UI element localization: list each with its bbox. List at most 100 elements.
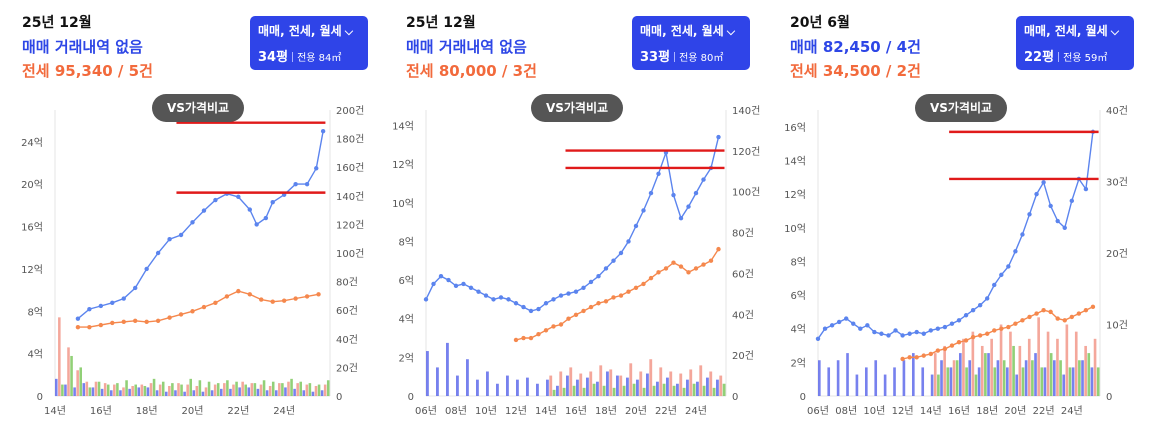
vs-compare-button[interactable]: VS가격비교 [531,94,623,122]
volume-bar [659,367,663,396]
sale-price-point [872,329,877,335]
sale-price-point [596,273,601,279]
y-tick-label: 12억 [784,189,806,201]
vs-compare-button[interactable]: VS가격비교 [915,94,1007,122]
sale-price-point [900,333,905,338]
lease-price-point [928,351,933,357]
lease-summary: 전세 80,000 / 3건 [406,62,537,80]
volume-bar [682,387,686,396]
deal-type-label: 매매, 전세, 월세 [1024,24,1108,38]
volume-bar [602,385,606,396]
volume-bar [582,387,586,396]
volume-bar [1018,345,1022,396]
lease-price-point [977,333,983,338]
vs-compare-button[interactable]: VS가격비교 [152,94,244,122]
volume-bar [556,385,559,396]
volume-bar [865,367,868,396]
sale-price-point [970,308,976,313]
sale-price-point [178,232,184,238]
sale-price-point [513,301,519,306]
volume-bar [296,383,299,396]
volume-bar [596,381,599,396]
sale-price-point [865,323,870,328]
lease-price-point [648,275,654,281]
sale-price-point [521,304,526,310]
volume-bar [158,384,162,396]
lease-price-point [618,293,624,298]
sale-price-point [476,289,481,294]
volume-bar [216,383,220,396]
lease-price-point [716,246,721,252]
deal-type-label: 매매, 전세, 월세 [258,24,342,38]
deal-type-filter-button[interactable]: 매매, 전세, 월세 ⌵ 33평 전용 80㎡ [632,16,750,70]
lease-price-point [693,266,699,271]
volume-bar [1093,338,1097,396]
volume-bar [937,374,940,396]
volume-bar [999,324,1003,396]
sale-price-point [236,194,241,200]
volume-bar [137,387,141,396]
y-tick-label: 14억 [784,155,806,167]
lease-price-point [1027,314,1032,320]
volume-bar [1068,367,1072,396]
volume-bar [486,371,489,396]
area-label: 전용 84㎡ [297,53,342,64]
x-tick-label: 08년 [445,405,467,417]
volume-bar [281,383,284,396]
volume-bar [1071,367,1075,396]
lease-price-point [900,356,905,362]
volume-bar [238,387,241,396]
volume-bar [516,379,519,396]
volume-bar [712,387,716,396]
sale-price-point [963,313,969,318]
volume-bar [436,367,439,396]
volume-bar [996,360,1000,396]
y2-tick-label: 120건 [336,219,364,231]
volume-bar [592,383,596,396]
lease-price-point [1090,304,1096,310]
volume-bar [546,379,549,396]
sale-price-point [921,331,926,336]
sale-price-point [213,197,218,203]
lease-price-point [603,299,609,304]
volume-bar [113,384,116,396]
sale-price-point [701,177,706,182]
volume-bar [226,380,229,396]
volume-bar [1065,324,1069,396]
lease-price-point [921,353,926,358]
volume-bar [706,377,709,396]
volume-bar [990,338,993,396]
volume-bar [1059,360,1062,396]
sale-price-point [254,222,259,227]
lease-price-point [1062,318,1067,323]
volume-bar [1040,367,1044,396]
volume-bar [241,381,244,396]
volume-bar [323,384,327,396]
sale-price-point [304,181,310,187]
volume-bar [1031,360,1034,396]
lease-price-point [98,322,104,328]
x-tick-label: 10년 [475,405,497,417]
volume-bar [902,360,906,396]
volume-bar [636,379,639,396]
sale-price-point [671,192,676,198]
y2-tick-label: 160건 [336,162,364,174]
deal-type-filter-button[interactable]: 매매, 전세, 월세 ⌵ 34평 전용 84㎡ [250,16,368,70]
volume-bar [320,390,324,396]
x-tick-label: 24년 [1061,405,1083,417]
lease-price-point [1006,324,1011,330]
volume-bar [128,388,131,396]
deal-type-filter-button[interactable]: 매매, 전세, 월세 ⌵ 22평 전용 59㎡ [1016,16,1134,70]
chevron-down-icon: ⌵ [726,25,736,38]
divider [1058,51,1060,62]
area-label: 전용 59㎡ [1063,53,1108,64]
volume-bar [146,387,150,396]
x-tick-label: 12년 [892,405,914,417]
volume-bar [549,375,553,396]
sale-price-point [851,321,856,326]
volume-bar [836,360,840,396]
lease-price-point [551,324,556,329]
sale-price-point [985,296,990,301]
sale-price-point [1020,232,1025,237]
volume-bar [58,317,61,396]
